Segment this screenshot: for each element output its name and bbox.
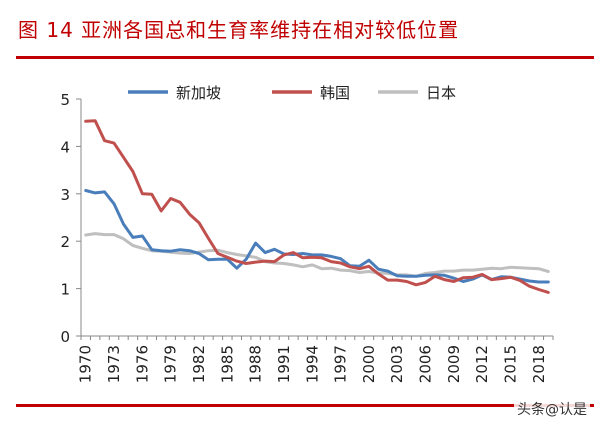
watermark: 头条@认是 bbox=[514, 398, 590, 420]
x-tick-label: 2000 bbox=[360, 345, 378, 383]
x-tick-label: 2015 bbox=[502, 345, 520, 383]
y-tick-labels: 0 1 2 3 4 5 bbox=[60, 91, 81, 346]
y-tick-label: 3 bbox=[60, 186, 70, 204]
series-lines bbox=[84, 119, 550, 294]
x-tick-label: 1982 bbox=[190, 345, 208, 383]
x-tick-label: 2018 bbox=[530, 345, 548, 383]
footer-rule bbox=[16, 404, 594, 407]
y-tick-label: 4 bbox=[60, 138, 70, 156]
x-tick-label: 1973 bbox=[105, 345, 123, 383]
legend-label: 日本 bbox=[426, 84, 456, 102]
x-tick-label: 1979 bbox=[162, 345, 180, 383]
x-tick-label: 2003 bbox=[388, 345, 406, 383]
x-tick-label: 1970 bbox=[77, 345, 95, 383]
x-tick-label: 1985 bbox=[218, 345, 236, 383]
chart-axes bbox=[80, 99, 553, 337]
legend-label: 新加坡 bbox=[176, 84, 221, 102]
x-tick-labels: 1970 1973 1976 1979 1982 1985 1988 1991 1994 1997… bbox=[77, 336, 554, 383]
title-rule bbox=[16, 56, 594, 59]
y-tick-label: 2 bbox=[60, 233, 70, 251]
y-tick-label: 1 bbox=[60, 281, 70, 299]
legend-label: 韩国 bbox=[320, 84, 350, 102]
x-tick-label: 2009 bbox=[445, 345, 463, 383]
y-tick-label: 5 bbox=[60, 91, 70, 109]
x-tick-label: 1991 bbox=[275, 345, 293, 383]
x-tick-label: 1994 bbox=[303, 345, 321, 383]
x-tick-label: 2012 bbox=[473, 345, 491, 383]
x-tick-label: 2006 bbox=[417, 345, 435, 383]
x-tick-label: 1976 bbox=[133, 345, 151, 383]
x-tick-label: 1988 bbox=[247, 345, 265, 383]
series-line-2 bbox=[84, 119, 550, 294]
x-tick-label: 1997 bbox=[332, 345, 350, 383]
figure-title: 图 14 亚洲各国总和生育率维持在相对较低位置 bbox=[18, 18, 460, 42]
legend: 新加坡 韩国 日本 bbox=[128, 84, 456, 102]
series-line-1 bbox=[84, 189, 550, 284]
y-tick-label: 0 bbox=[60, 328, 70, 346]
